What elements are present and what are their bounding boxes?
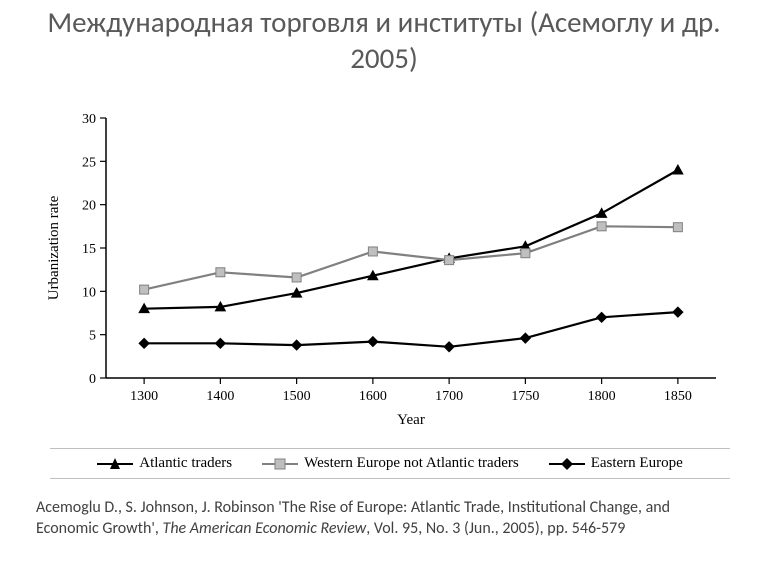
legend-item: Western Europe not Atlantic traders	[262, 455, 519, 472]
svg-text:1300: 1300	[130, 389, 158, 404]
legend-label: Eastern Europe	[591, 455, 683, 472]
svg-text:1750: 1750	[511, 389, 539, 404]
triangle-icon	[97, 457, 133, 471]
svg-text:10: 10	[82, 285, 96, 300]
svg-text:1850: 1850	[664, 389, 692, 404]
svg-text:20: 20	[82, 199, 96, 214]
svg-text:1700: 1700	[435, 389, 463, 404]
legend-item: Atlantic traders	[97, 455, 232, 472]
svg-text:1800: 1800	[588, 389, 616, 404]
svg-text:Urbanization rate: Urbanization rate	[46, 195, 62, 300]
legend-label: Atlantic traders	[139, 455, 232, 472]
legend-item: Eastern Europe	[549, 455, 683, 472]
svg-text:15: 15	[82, 242, 96, 257]
svg-text:1600: 1600	[359, 389, 387, 404]
svg-text:25: 25	[82, 155, 96, 170]
svg-text:30: 30	[82, 112, 96, 127]
svg-text:1500: 1500	[283, 389, 311, 404]
line-chart: 0 5 10 15 20 25 30 1300 1400 1500 1600 1700 1750 1800…	[36, 108, 736, 438]
citation-suffix: , Vol. 95, No. 3 (Jun., 2005), pp. 546-5…	[366, 519, 625, 538]
svg-text:1400: 1400	[206, 389, 234, 404]
slide: Международная торговля и институты (Асем…	[0, 0, 768, 576]
legend-label: Western Europe not Atlantic traders	[304, 455, 519, 472]
svg-text:5: 5	[89, 329, 96, 344]
chart-legend: Atlantic traders Western Europe not Atlan…	[50, 448, 730, 479]
chart-svg: 0 5 10 15 20 25 30 1300 1400 1500 1600 1700 1750 1800…	[36, 108, 736, 438]
svg-text:Year: Year	[397, 412, 425, 428]
square-gray-icon	[262, 457, 298, 471]
diamond-icon	[549, 457, 585, 471]
svg-text:0: 0	[89, 372, 96, 387]
slide-title: Международная торговля и институты (Асем…	[0, 0, 768, 77]
citation-text: Acemoglu D., S. Johnson, J. Robinson 'Th…	[36, 498, 736, 540]
citation-journal: The American Economic Review	[163, 519, 367, 538]
